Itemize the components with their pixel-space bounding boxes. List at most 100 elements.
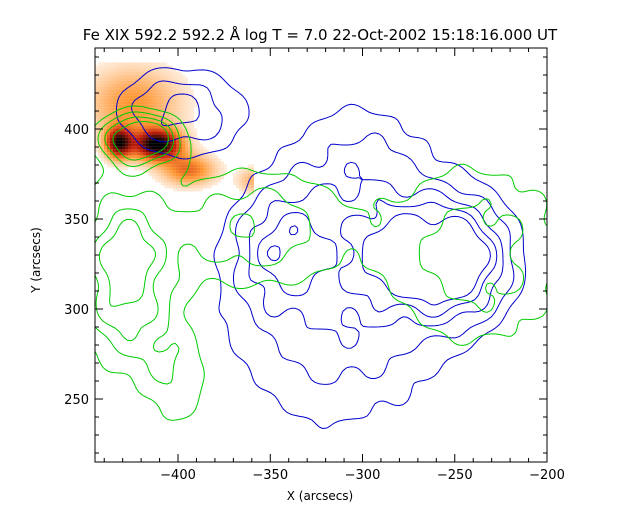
intensity-pixel [131, 146, 134, 150]
intensity-pixel [191, 164, 194, 168]
intensity-pixel [116, 68, 119, 72]
intensity-pixel [128, 62, 131, 66]
contour-line [94, 116, 255, 342]
intensity-pixel [134, 83, 137, 87]
intensity-pixel [107, 98, 110, 102]
intensity-pixel [179, 83, 182, 87]
intensity-pixel [251, 182, 254, 186]
intensity-pixel [104, 149, 107, 153]
intensity-pixel [110, 71, 113, 75]
intensity-pixel [128, 149, 131, 153]
intensity-pixel [200, 164, 203, 168]
intensity-pixel [185, 116, 188, 120]
intensity-pixel [149, 143, 152, 147]
intensity-pixel [164, 119, 167, 123]
intensity-pixel [248, 188, 251, 192]
intensity-pixel [197, 158, 200, 162]
intensity-pixel [140, 110, 143, 114]
intensity-pixel [179, 170, 182, 174]
intensity-pixel [164, 104, 167, 108]
intensity-pixel [119, 101, 122, 105]
intensity-pixel [194, 161, 197, 165]
intensity-pixel [107, 83, 110, 87]
intensity-pixel [203, 149, 206, 153]
intensity-pixel [98, 74, 101, 78]
intensity-pixel [215, 182, 218, 186]
intensity-pixel [104, 143, 107, 147]
intensity-pixel [122, 143, 125, 147]
intensity-pixel [164, 86, 167, 90]
intensity-pixel [191, 188, 194, 192]
intensity-pixel [236, 185, 239, 189]
intensity-pixel [137, 143, 140, 147]
intensity-pixel [176, 158, 179, 162]
intensity-pixel [107, 122, 110, 126]
intensity-pixel [203, 164, 206, 168]
intensity-pixel [119, 110, 122, 114]
intensity-pixel [161, 110, 164, 114]
intensity-pixel [173, 152, 176, 156]
intensity-pixel [158, 161, 161, 165]
intensity-pixel [155, 110, 158, 114]
intensity-pixel [191, 176, 194, 180]
intensity-pixel [188, 146, 191, 150]
intensity-pixel [173, 158, 176, 162]
intensity-pixel [221, 176, 224, 180]
intensity-pixel [164, 83, 167, 87]
intensity-pixel [140, 137, 143, 141]
intensity-pixel [122, 134, 125, 138]
intensity-pixel [167, 104, 170, 108]
intensity-pixel [200, 173, 203, 177]
intensity-pixel [164, 185, 167, 189]
intensity-pixel [158, 179, 161, 183]
intensity-pixel [173, 161, 176, 165]
intensity-pixel [101, 92, 104, 96]
intensity-pixel [173, 113, 176, 117]
intensity-pixel [116, 83, 119, 87]
intensity-pixel [185, 173, 188, 177]
contour-line [266, 213, 491, 306]
intensity-pixel [131, 68, 134, 72]
intensity-pixel [158, 110, 161, 114]
intensity-pixel [209, 155, 212, 159]
intensity-pixel [128, 140, 131, 144]
intensity-pixel [104, 116, 107, 120]
intensity-pixel [212, 164, 215, 168]
intensity-pixel [122, 92, 125, 96]
intensity-pixel [152, 86, 155, 90]
intensity-pixel [158, 149, 161, 153]
intensity-pixel [107, 137, 110, 141]
intensity-pixel [140, 131, 143, 135]
intensity-pixel [218, 161, 221, 165]
intensity-pixel [170, 179, 173, 183]
intensity-pixel [134, 92, 137, 96]
intensity-pixel [164, 173, 167, 177]
intensity-pixel [125, 122, 128, 126]
intensity-pixel [167, 68, 170, 72]
intensity-pixel [182, 119, 185, 123]
intensity-pixel [116, 107, 119, 111]
intensity-pixel [119, 149, 122, 153]
intensity-pixel [236, 170, 239, 174]
intensity-pixel [122, 77, 125, 81]
intensity-pixel [137, 167, 140, 171]
intensity-pixel [107, 110, 110, 114]
intensity-pixel [188, 149, 191, 153]
intensity-pixel [137, 89, 140, 93]
intensity-pixel [242, 167, 245, 171]
intensity-pixel [98, 71, 101, 75]
intensity-pixel [179, 104, 182, 108]
intensity-pixel [98, 116, 101, 120]
intensity-pixel [146, 113, 149, 117]
intensity-pixel [185, 152, 188, 156]
intensity-pixel [146, 152, 149, 156]
intensity-pixel [152, 101, 155, 105]
intensity-pixel [140, 104, 143, 108]
intensity-pixel [110, 152, 113, 156]
intensity-pixel [197, 176, 200, 180]
intensity-pixel [203, 176, 206, 180]
intensity-pixel [164, 92, 167, 96]
intensity-pixel [125, 68, 128, 72]
intensity-pixel [95, 74, 98, 78]
intensity-pixel [161, 131, 164, 135]
